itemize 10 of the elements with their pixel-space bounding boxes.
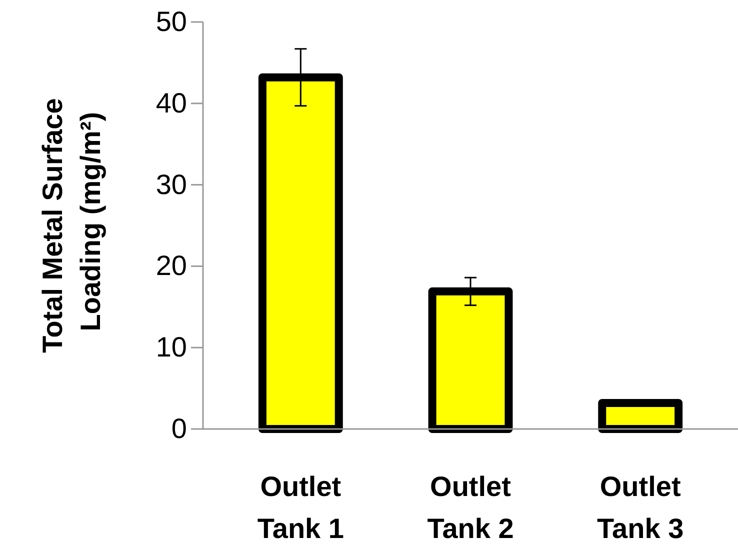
y-tick-label: 30 [156, 168, 187, 200]
y-tick-label: 0 [171, 412, 187, 444]
x-tick-label: Outlet Tank 3 [597, 471, 684, 544]
y-tick-label: 50 [156, 6, 187, 37]
y-axis-title: Total Metal Surface Loading (mg/m²) [37, 98, 106, 353]
y-tick-label: 10 [156, 332, 187, 363]
x-tick-label: Outlet Tank 2 [427, 471, 514, 544]
y-tick-label: 40 [156, 87, 187, 118]
x-tick-label: Outlet Tank 1 [257, 471, 344, 544]
y-tick-label: 20 [156, 250, 187, 282]
